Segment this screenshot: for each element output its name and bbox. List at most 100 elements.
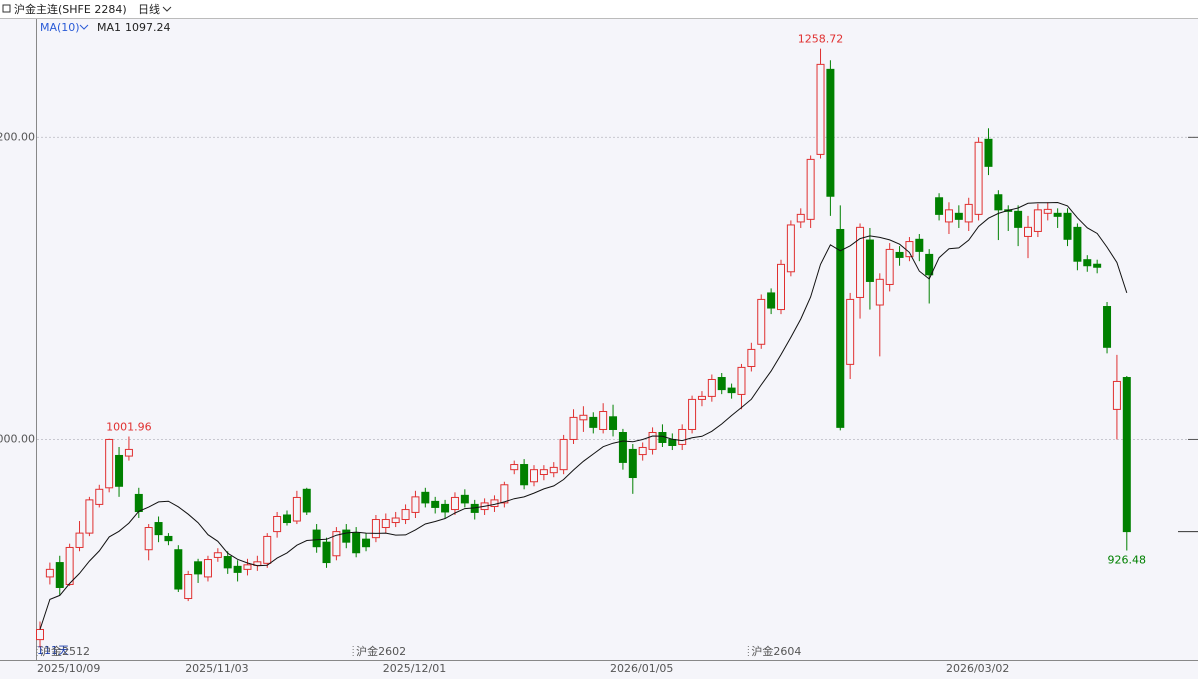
candle-body xyxy=(816,63,825,155)
candle-body xyxy=(786,224,795,273)
candle-body xyxy=(431,500,440,508)
candle-body xyxy=(520,464,529,486)
candle-body xyxy=(1033,209,1042,232)
candle-body xyxy=(777,263,785,311)
candle-body xyxy=(134,493,143,513)
candle-body xyxy=(569,416,578,440)
candle-body xyxy=(935,197,944,215)
candle-body xyxy=(124,448,133,457)
candle-body xyxy=(974,141,983,215)
header-bar xyxy=(0,0,1198,18)
candle-body xyxy=(1014,210,1023,228)
contract-label: 沪金2512 xyxy=(40,644,90,658)
candle-body xyxy=(648,432,657,450)
high-label: 1258.72 xyxy=(798,33,844,46)
candle-body xyxy=(174,549,183,590)
candle-body xyxy=(1063,212,1072,240)
x-tick-label: 2025/12/01 xyxy=(383,662,446,675)
candle-body xyxy=(1083,259,1092,267)
candle-body xyxy=(65,546,74,585)
candle-body xyxy=(1093,263,1102,268)
candle-body xyxy=(283,514,291,524)
candle-body xyxy=(826,68,835,197)
candle-body xyxy=(846,298,855,365)
ma-chevron[interactable] xyxy=(79,24,89,30)
ma-line xyxy=(39,201,1128,630)
candle-body xyxy=(539,469,548,475)
y-tick-label: 1200.00 xyxy=(0,130,35,143)
candle-body xyxy=(302,488,311,513)
x-tick-label: 2026/01/05 xyxy=(610,662,673,675)
candle-body xyxy=(727,387,736,394)
candle-body xyxy=(115,454,124,487)
candle-body xyxy=(757,298,766,345)
candle-body xyxy=(885,248,894,285)
candle-body xyxy=(964,203,973,223)
candle-body xyxy=(401,509,410,521)
candle-body xyxy=(1122,377,1131,533)
candle-body xyxy=(55,562,64,588)
candle-body xyxy=(737,366,746,395)
candle-body xyxy=(85,499,94,534)
candle-body xyxy=(342,529,351,543)
candle-body xyxy=(618,432,627,463)
candle-body xyxy=(223,556,232,569)
candle-body xyxy=(441,503,450,513)
candle-body xyxy=(905,241,914,258)
candle-body xyxy=(312,529,321,548)
candle-body xyxy=(460,494,469,504)
candle-body xyxy=(806,158,815,220)
candle-body xyxy=(490,499,499,508)
candle-body xyxy=(510,464,519,471)
chart-title: 沪金主连(SHFE 2284) xyxy=(14,2,127,16)
candle-body xyxy=(450,496,459,511)
candle-body xyxy=(549,466,558,474)
candle-body xyxy=(1073,226,1082,262)
candle-body xyxy=(697,395,706,400)
candle-body xyxy=(421,491,430,504)
candle-body xyxy=(352,532,361,554)
candle-body xyxy=(589,416,598,428)
candle-body xyxy=(638,446,647,456)
candle-body xyxy=(381,519,390,529)
candle-body xyxy=(944,209,953,223)
candle-body xyxy=(411,496,420,513)
candle-body xyxy=(1103,306,1112,348)
candle-body xyxy=(1024,226,1032,237)
candle-body xyxy=(836,228,845,428)
candle-body xyxy=(994,194,1003,211)
candle-body xyxy=(707,378,716,397)
day-count: 111天 xyxy=(37,644,69,657)
candle-body xyxy=(717,377,726,391)
x-tick-label: 2025/10/09 xyxy=(37,662,100,675)
candle-body xyxy=(263,535,272,564)
candle-body xyxy=(530,469,538,483)
candle-body xyxy=(332,531,341,557)
x-tick-label: 2026/03/02 xyxy=(946,662,1009,675)
contract-label: 沪金2602 xyxy=(356,644,406,658)
candle-body xyxy=(164,535,173,542)
candle-body xyxy=(194,561,203,575)
candle-body xyxy=(292,496,301,522)
candle-body xyxy=(954,212,963,220)
candle-body xyxy=(925,253,934,276)
y-tick-label: 1000.00 xyxy=(0,432,35,445)
candle-body xyxy=(105,438,114,489)
candle-body xyxy=(865,239,874,282)
candle-body xyxy=(184,574,193,600)
candle-body xyxy=(579,414,588,421)
candle-body xyxy=(895,251,904,258)
ma-name[interactable]: MA(10) xyxy=(40,21,80,34)
candle-body xyxy=(233,565,242,573)
header-icon xyxy=(2,4,11,13)
period-selector[interactable]: 日线 xyxy=(138,2,160,16)
candle-body xyxy=(628,448,637,479)
candle-body xyxy=(213,552,222,558)
period-chevron[interactable] xyxy=(162,6,172,12)
candle-body xyxy=(391,517,400,524)
candle-body xyxy=(243,564,252,570)
ma-value: 1097.24 xyxy=(125,21,171,34)
candle-body xyxy=(984,138,993,167)
x-tick-label: 2025/11/03 xyxy=(185,662,248,675)
